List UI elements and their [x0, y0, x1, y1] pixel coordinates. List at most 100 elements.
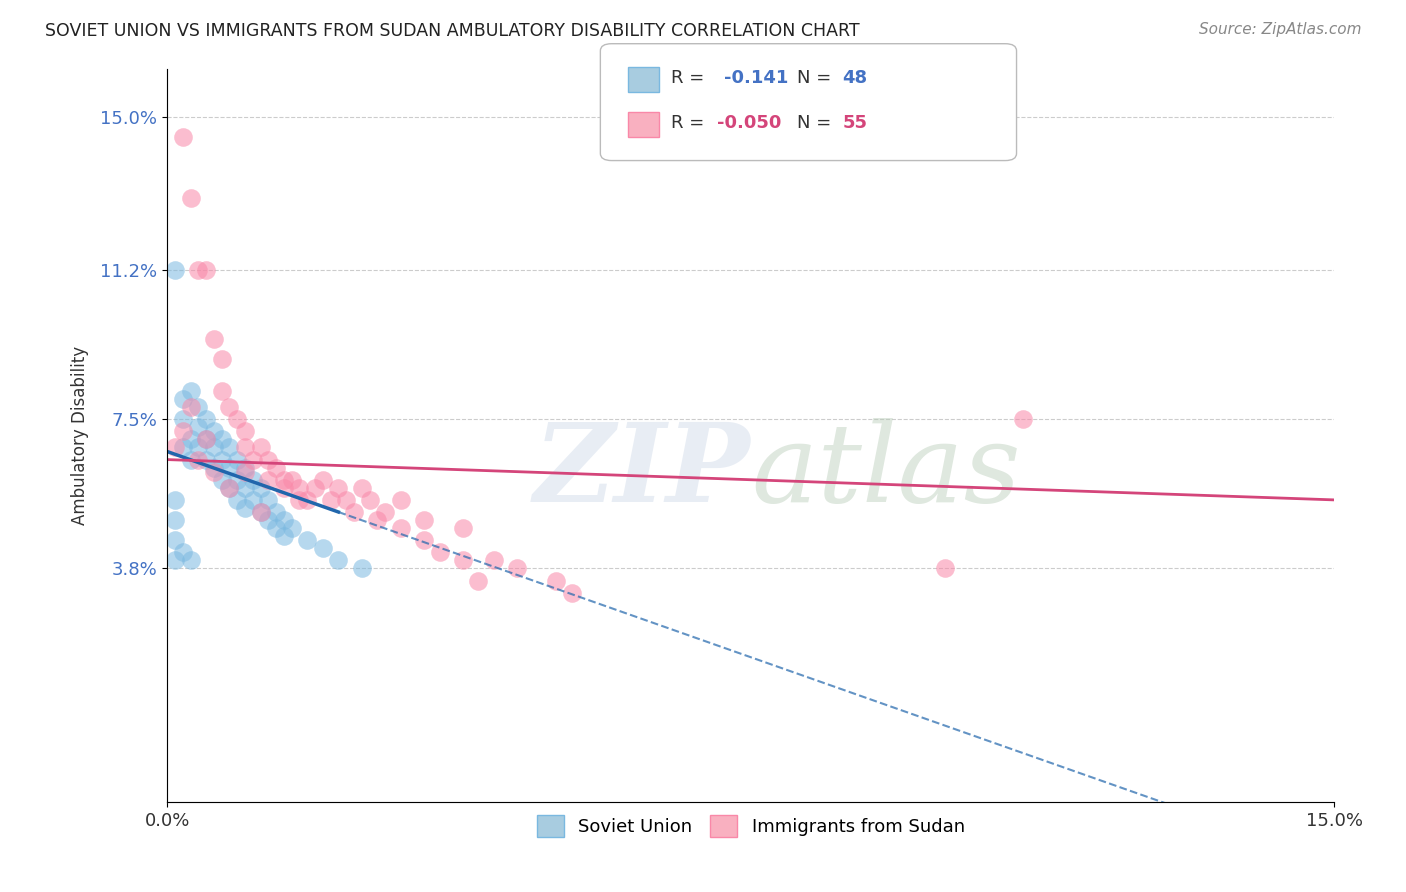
Point: [218, 481, 240, 495]
Point: [172, 545, 194, 559]
Point: [202, 332, 225, 346]
Point: [297, 492, 319, 507]
Point: [561, 585, 583, 599]
Point: [343, 505, 366, 519]
Point: [288, 492, 311, 507]
Point: [218, 460, 240, 475]
Point: [211, 433, 233, 447]
Point: [211, 473, 233, 487]
Point: [187, 441, 209, 455]
Point: [233, 481, 256, 495]
Text: N =: N =: [797, 69, 837, 87]
Text: ZIP: ZIP: [534, 418, 751, 525]
Point: [226, 452, 249, 467]
Point: [389, 521, 412, 535]
Point: [264, 521, 287, 535]
Point: [187, 263, 209, 277]
Point: [506, 561, 529, 575]
Point: [1012, 412, 1035, 426]
Point: [226, 492, 249, 507]
Point: [202, 425, 225, 439]
Point: [195, 263, 218, 277]
Point: [413, 533, 436, 548]
Point: [195, 452, 218, 467]
Point: [211, 351, 233, 366]
Y-axis label: Ambulatory Disability: Ambulatory Disability: [72, 346, 89, 525]
Point: [233, 460, 256, 475]
Point: [233, 500, 256, 515]
Point: [163, 263, 186, 277]
Point: [359, 492, 381, 507]
Point: [172, 425, 194, 439]
Point: [242, 452, 264, 467]
Point: [218, 441, 240, 455]
Point: [172, 412, 194, 426]
Point: [172, 392, 194, 406]
Point: [257, 492, 280, 507]
Point: [249, 505, 271, 519]
Point: [180, 553, 202, 567]
Point: [180, 452, 202, 467]
Point: [172, 441, 194, 455]
Point: [187, 452, 209, 467]
Point: [297, 533, 319, 548]
Point: [211, 384, 233, 398]
Point: [429, 545, 451, 559]
Point: [180, 400, 202, 414]
Point: [249, 505, 271, 519]
Point: [242, 492, 264, 507]
Point: [187, 400, 209, 414]
Text: -0.141: -0.141: [724, 69, 789, 87]
Point: [288, 481, 311, 495]
Point: [413, 513, 436, 527]
Point: [202, 465, 225, 479]
Point: [218, 481, 240, 495]
Point: [273, 473, 295, 487]
Point: [163, 492, 186, 507]
Point: [249, 481, 271, 495]
Point: [312, 541, 335, 556]
Point: [366, 513, 388, 527]
Text: atlas: atlas: [751, 418, 1021, 525]
Point: [273, 481, 295, 495]
Point: [273, 529, 295, 543]
Point: [273, 513, 295, 527]
Point: [195, 433, 218, 447]
Point: [304, 481, 326, 495]
Point: [482, 553, 505, 567]
Text: -0.050: -0.050: [717, 114, 782, 132]
Text: R =: R =: [671, 114, 710, 132]
Point: [187, 420, 209, 434]
Text: SOVIET UNION VS IMMIGRANTS FROM SUDAN AMBULATORY DISABILITY CORRELATION CHART: SOVIET UNION VS IMMIGRANTS FROM SUDAN AM…: [45, 22, 859, 40]
Point: [226, 473, 249, 487]
Point: [280, 473, 302, 487]
Point: [350, 561, 373, 575]
Point: [163, 513, 186, 527]
Point: [163, 441, 186, 455]
Point: [233, 441, 256, 455]
Point: [328, 481, 350, 495]
Point: [451, 553, 474, 567]
Point: [257, 452, 280, 467]
Point: [335, 492, 357, 507]
Point: [195, 412, 218, 426]
Point: [180, 433, 202, 447]
Point: [374, 505, 396, 519]
Point: [202, 460, 225, 475]
Point: [319, 492, 342, 507]
Text: N =: N =: [797, 114, 837, 132]
Point: [180, 190, 202, 204]
Point: [211, 452, 233, 467]
Point: [257, 513, 280, 527]
Point: [280, 521, 302, 535]
Point: [467, 574, 489, 588]
Point: [233, 465, 256, 479]
Point: [172, 130, 194, 145]
Text: 55: 55: [842, 114, 868, 132]
Point: [163, 533, 186, 548]
Point: [195, 433, 218, 447]
Point: [257, 473, 280, 487]
Point: [233, 425, 256, 439]
Point: [546, 574, 568, 588]
Point: [451, 521, 474, 535]
